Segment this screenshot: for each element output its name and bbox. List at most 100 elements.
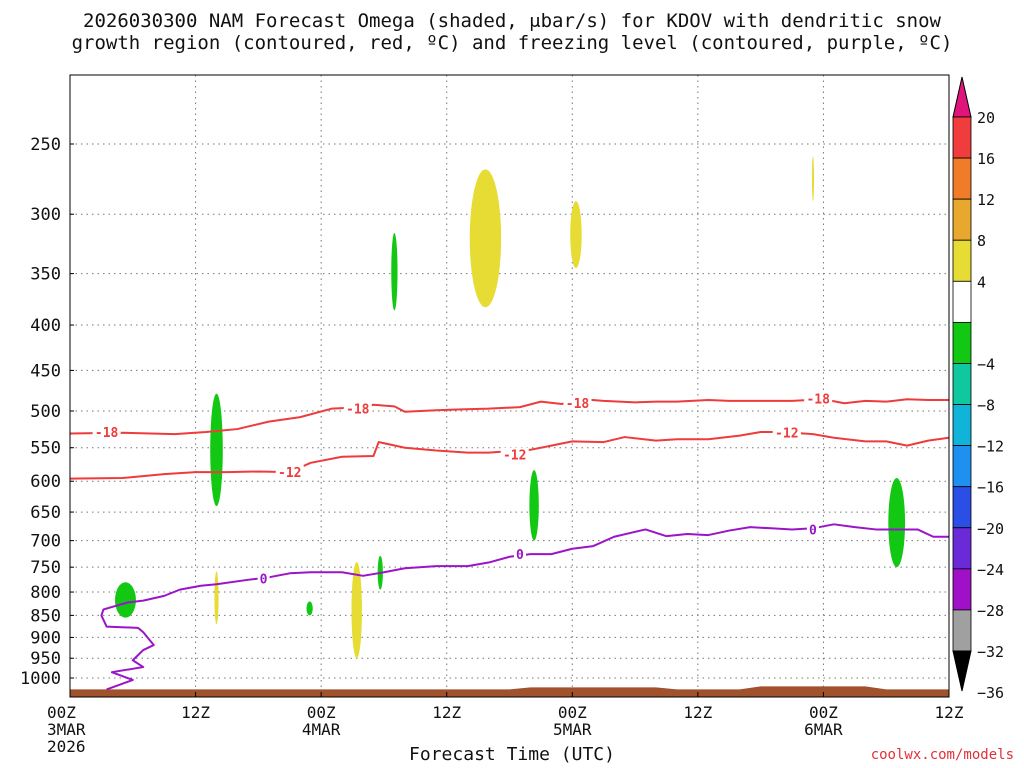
colorbar-label: −28 bbox=[977, 602, 1004, 620]
terrain-fill bbox=[70, 686, 949, 697]
colorbar-label: −12 bbox=[977, 438, 1004, 456]
y-tick-label: 550 bbox=[30, 439, 61, 459]
x-tick-label: 2026 bbox=[47, 737, 86, 756]
chart-title-line-1: 2026030300 NAM Forecast Omega (shaded, μ… bbox=[83, 10, 941, 32]
y-tick-label: 700 bbox=[30, 532, 61, 552]
contour-label: -18 bbox=[806, 392, 830, 407]
contour-line bbox=[70, 430, 949, 480]
contour-label: -12 bbox=[775, 427, 798, 442]
colorbar-label: 16 bbox=[977, 150, 995, 168]
contour-label-bg bbox=[806, 522, 819, 537]
contour-label: 0 bbox=[260, 572, 268, 587]
y-tick-label: 850 bbox=[30, 606, 61, 626]
colorbar-bin bbox=[952, 280, 972, 323]
colorbar-bin bbox=[952, 321, 972, 364]
y-tick-label: 300 bbox=[30, 205, 61, 225]
contour-label-bg bbox=[804, 391, 833, 406]
contour-label-bg bbox=[772, 425, 801, 440]
x-tick-label: 6MAR bbox=[804, 720, 843, 739]
colorbar-bin bbox=[952, 445, 972, 488]
contour-label-bg bbox=[513, 547, 526, 562]
y-tick-label: 900 bbox=[30, 628, 61, 648]
omega-region bbox=[391, 233, 398, 311]
omega-region bbox=[214, 571, 219, 625]
y-tick-label: 800 bbox=[30, 583, 61, 603]
contour-label-bg bbox=[500, 447, 529, 462]
y-tick-label: 600 bbox=[30, 472, 61, 492]
omega-shading bbox=[114, 156, 906, 659]
contour-label: 0 bbox=[809, 523, 817, 538]
y-tick-label: 450 bbox=[30, 361, 61, 381]
omega-region bbox=[811, 156, 815, 202]
colorbar-bin bbox=[952, 568, 972, 611]
contour-label-bg bbox=[563, 396, 592, 411]
contour-line bbox=[100, 523, 949, 691]
colorbar-label: 20 bbox=[977, 109, 995, 127]
contour-label-bg bbox=[275, 465, 304, 480]
colorbar-label: 8 bbox=[977, 232, 986, 250]
omega-region bbox=[469, 169, 502, 308]
contour-label: -18 bbox=[95, 426, 119, 441]
x-tick-label: 00Z bbox=[307, 703, 336, 722]
colorbar-bin bbox=[952, 486, 972, 529]
colorbar-bin bbox=[952, 198, 972, 241]
colorbar-bin bbox=[952, 363, 972, 405]
colorbar-top-arrow bbox=[952, 76, 972, 118]
contour-lines bbox=[70, 398, 949, 691]
colorbar-label: −20 bbox=[977, 520, 1004, 538]
x-tick-label: 12Z bbox=[683, 703, 712, 722]
contour-label: -12 bbox=[503, 449, 526, 464]
colorbar-bin bbox=[952, 239, 972, 282]
x-tick-label: 3MAR bbox=[47, 720, 86, 739]
colorbar-label: −32 bbox=[977, 643, 1004, 661]
colorbar-bin bbox=[952, 527, 972, 570]
colorbar-bin bbox=[952, 157, 972, 200]
contour-label-bg bbox=[257, 571, 270, 586]
contour-line bbox=[70, 398, 949, 436]
y-tick-label: 350 bbox=[30, 265, 61, 285]
x-tick-label: 5MAR bbox=[553, 720, 592, 739]
omega-region bbox=[351, 562, 362, 659]
contour-label: -12 bbox=[278, 466, 301, 481]
x-tick-label: 00Z bbox=[809, 703, 838, 722]
chart-title-line-2: growth region (contoured, red, ºC) and f… bbox=[71, 32, 953, 54]
omega-region bbox=[210, 393, 223, 507]
colorbar-label: 4 bbox=[977, 273, 986, 291]
y-tick-label: 500 bbox=[30, 402, 61, 422]
colorbar-bottom-arrow bbox=[952, 650, 972, 692]
plot-frame bbox=[69, 74, 950, 698]
y-tick-label: 400 bbox=[30, 316, 61, 336]
y-tick-label: 950 bbox=[30, 649, 61, 669]
omega-region bbox=[570, 201, 582, 269]
y-tick-label: 650 bbox=[30, 503, 61, 523]
colorbar-label: −8 bbox=[977, 397, 995, 415]
y-tick-label: 250 bbox=[30, 135, 61, 155]
colorbar: 20 16 12 8 4 −4 −8 −12 −16 −20 −24 −28 −32 −36 bbox=[952, 76, 1004, 702]
y-tick-label: 750 bbox=[30, 558, 61, 578]
contour-label: -18 bbox=[346, 403, 370, 418]
terrain-layer bbox=[70, 686, 949, 697]
colorbar-label: 12 bbox=[977, 191, 995, 209]
x-tick-label: 00Z bbox=[558, 703, 587, 722]
x-tick-label: 4MAR bbox=[302, 720, 341, 739]
x-tick-label: 12Z bbox=[432, 703, 461, 722]
colorbar-label: −36 bbox=[977, 684, 1004, 702]
omega-region bbox=[529, 470, 539, 541]
contour-label: 0 bbox=[516, 548, 524, 563]
y-tick-label: 1000 bbox=[20, 669, 61, 689]
omega-region bbox=[114, 582, 136, 618]
omega-region bbox=[888, 478, 906, 568]
omega-region bbox=[306, 601, 313, 616]
contour-label-bg bbox=[343, 401, 372, 416]
contour-label-bg bbox=[92, 424, 121, 439]
grid-lines bbox=[69, 75, 950, 697]
x-tick-label: 00Z bbox=[47, 703, 76, 722]
colorbar-bin bbox=[952, 609, 972, 652]
x-axis-title: Forecast Time (UTC) bbox=[409, 744, 615, 765]
colorbar-bin bbox=[952, 116, 972, 159]
watermark-text: coolwx.com/models bbox=[870, 747, 1014, 763]
colorbar-label: −16 bbox=[977, 479, 1004, 497]
